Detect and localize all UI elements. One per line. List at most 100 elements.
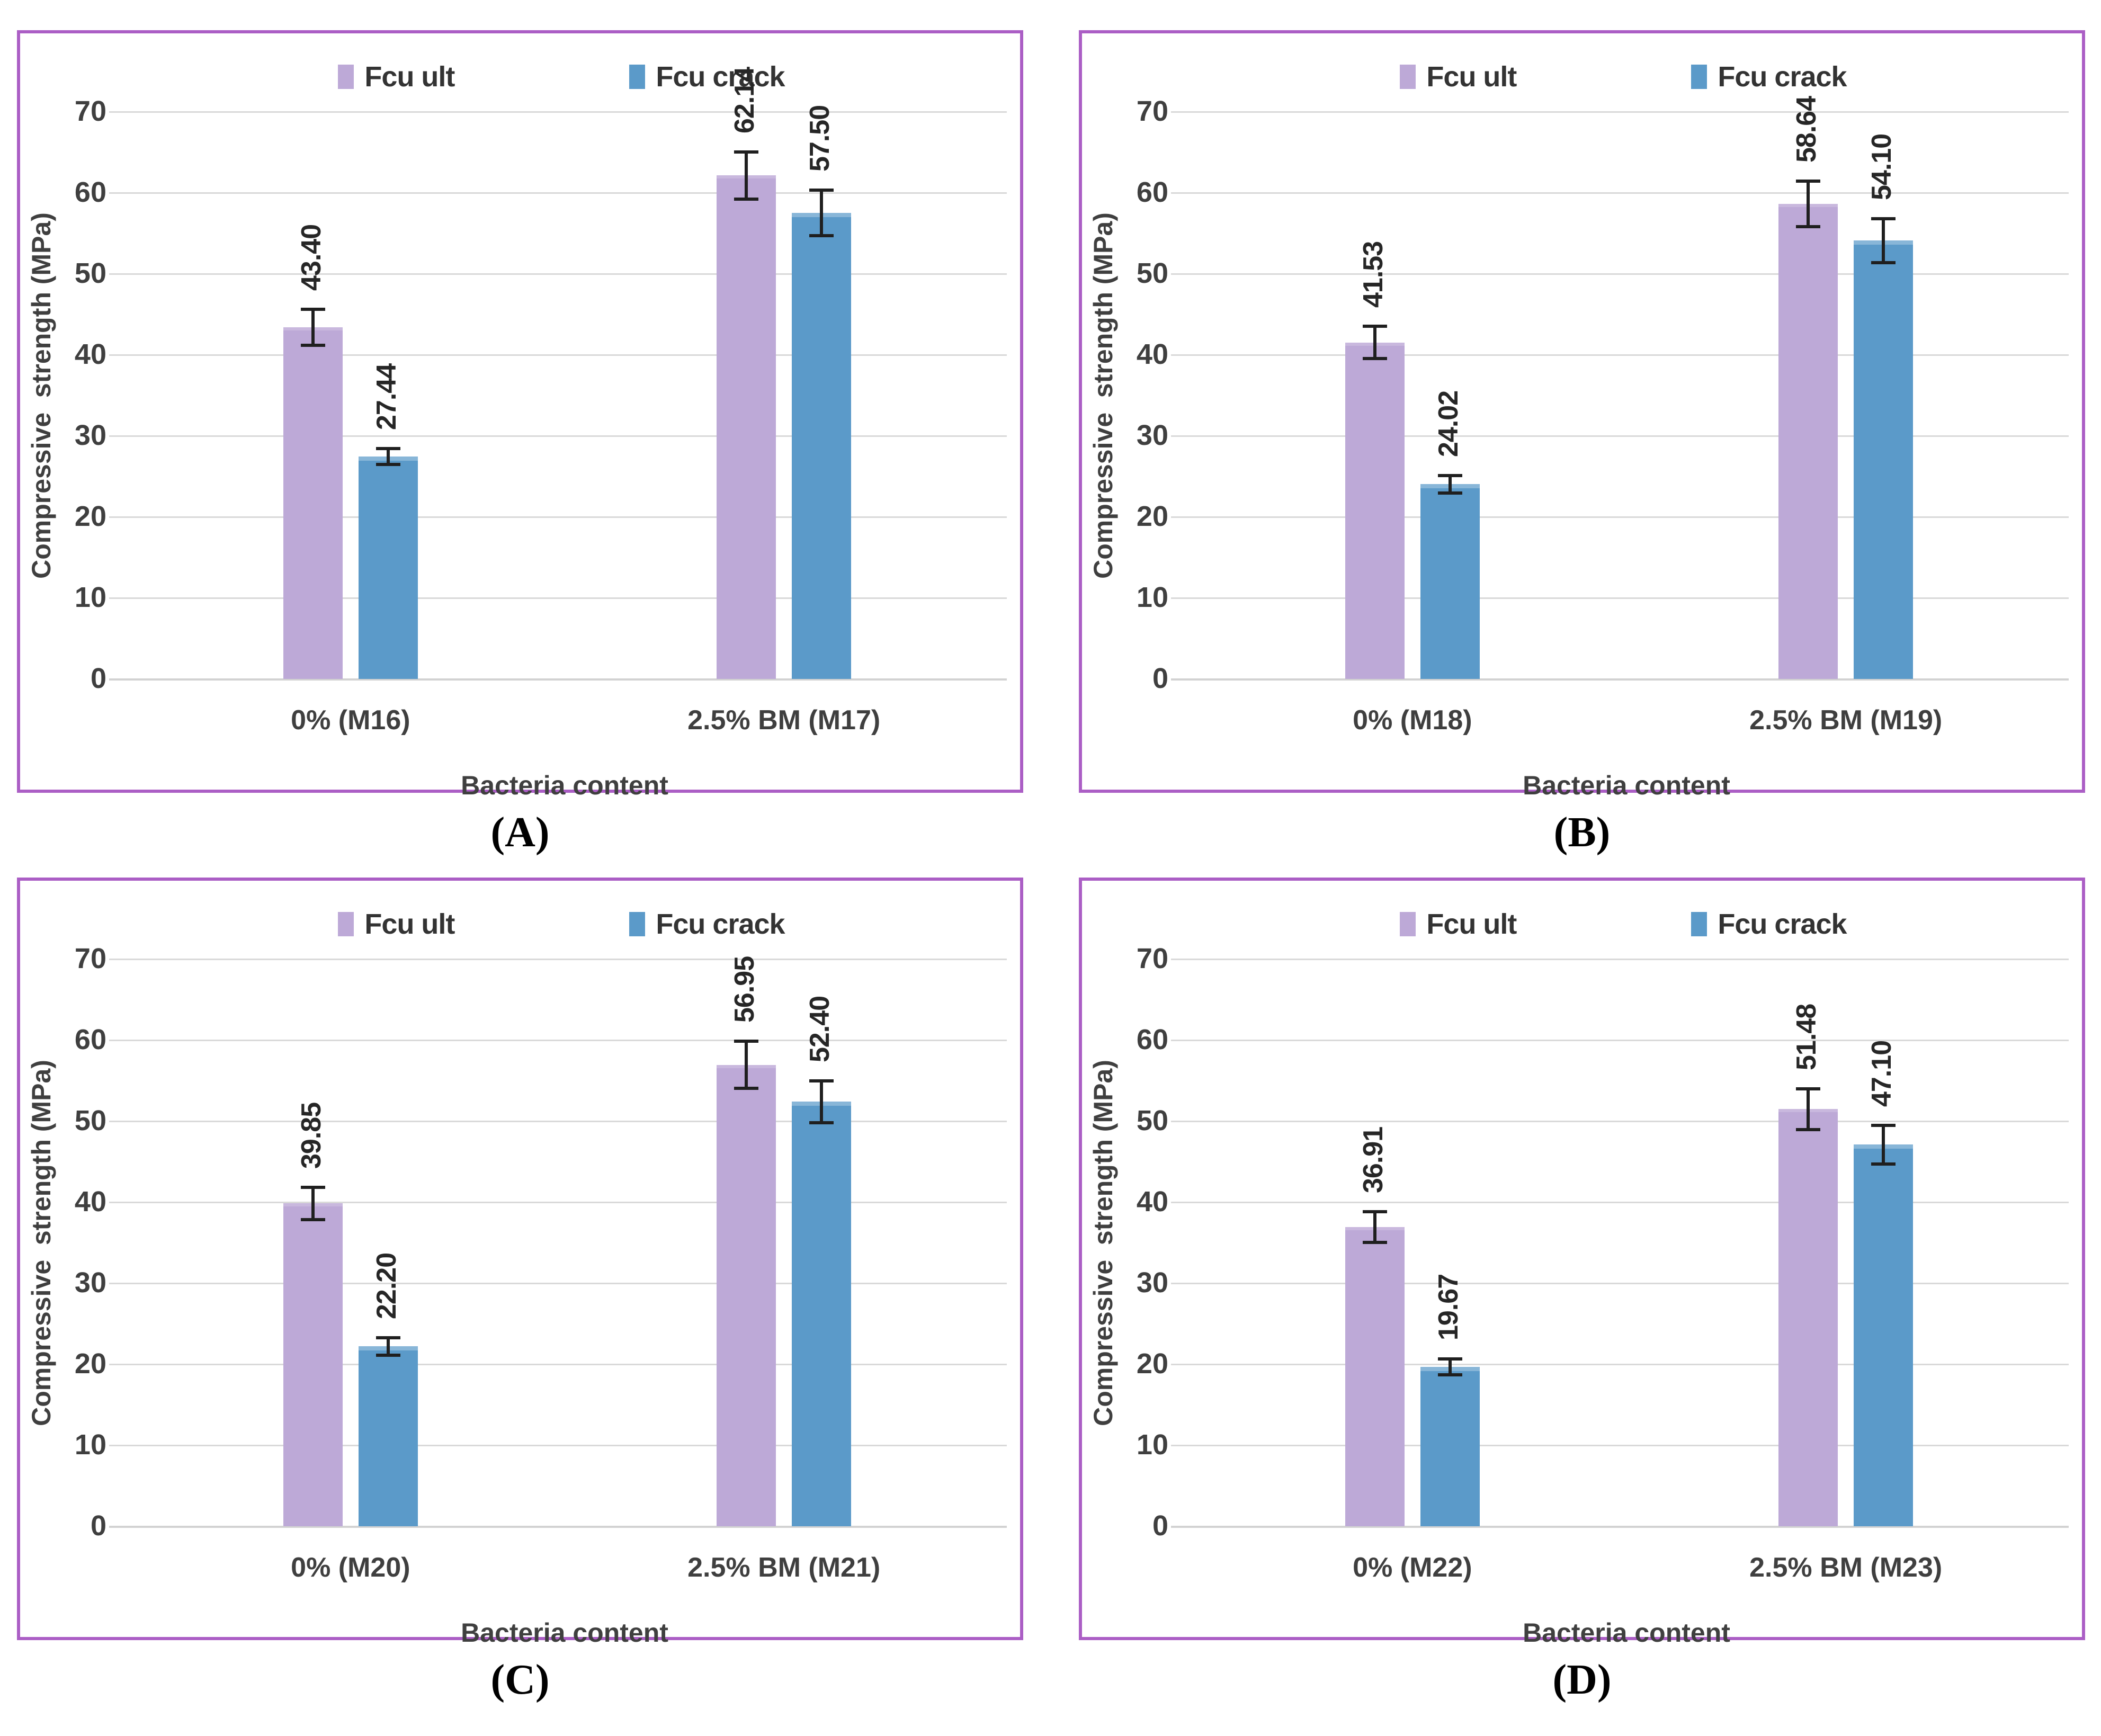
legend-item: Fcu ult xyxy=(1400,908,1517,941)
legend-label: Fcu ult xyxy=(364,61,455,93)
legend-swatch-fcu-ult-icon xyxy=(1400,65,1416,89)
error-bar xyxy=(1807,181,1810,227)
value-label: 27.44 xyxy=(371,363,402,430)
gridline xyxy=(1171,1202,2069,1203)
gridline xyxy=(1171,192,2069,194)
error-bar-bottom-cap xyxy=(300,1218,325,1221)
gridline xyxy=(109,1445,1007,1446)
error-bar-top-cap xyxy=(1437,473,1462,477)
gridline xyxy=(109,1364,1007,1365)
gridline xyxy=(109,192,1007,194)
error-bar xyxy=(386,448,390,465)
y-tick-label: 60 xyxy=(1136,1024,1168,1055)
bar-fcu-crack xyxy=(1420,484,1480,679)
y-tick-label: 10 xyxy=(1136,581,1168,613)
x-axis-line xyxy=(1171,1526,2069,1528)
value-label: 41.53 xyxy=(1357,241,1389,308)
error-bar-top-cap xyxy=(734,150,759,154)
error-bar xyxy=(386,1337,390,1356)
y-tick-label: 50 xyxy=(1136,1105,1168,1137)
error-bar-top-cap xyxy=(300,308,325,311)
legend-swatch-fcu-crack-icon xyxy=(1691,65,1707,89)
error-bar-bottom-cap xyxy=(300,343,325,347)
error-bar xyxy=(1882,218,1885,263)
value-label: 52.40 xyxy=(804,996,836,1062)
value-label: 58.64 xyxy=(1791,96,1822,163)
legend-label: Fcu ult xyxy=(1426,908,1517,940)
gridline xyxy=(109,1040,1007,1041)
y-tick-label: 60 xyxy=(74,176,106,208)
gridline xyxy=(109,1202,1007,1203)
value-label: 47.10 xyxy=(1866,1040,1898,1107)
legend-label: Fcu crack xyxy=(1718,61,1847,93)
x-tick-label: 2.5% BM (M19) xyxy=(1749,705,1943,736)
chart-panel: Fcu ult Fcu crack 0 10 20 30 40 50 60 70 Compressi… xyxy=(17,878,1023,1648)
bar-fcu-crack xyxy=(358,457,418,679)
y-tick-label: 70 xyxy=(74,943,106,974)
y-tick-label: 30 xyxy=(74,1267,106,1299)
y-tick-label: 70 xyxy=(74,95,106,127)
legend: Fcu ult Fcu crack xyxy=(1181,907,2066,941)
y-tick-label: 0 xyxy=(90,1510,106,1542)
bar-fcu-crack xyxy=(358,1346,418,1526)
x-axis-title: Bacteria content xyxy=(461,771,668,800)
y-tick-label: 50 xyxy=(74,257,106,289)
legend: Fcu ult Fcu crack xyxy=(119,60,1004,94)
error-bar-bottom-cap xyxy=(1437,1373,1462,1377)
legend-item: Fcu crack xyxy=(1691,908,1847,941)
bar-fcu-crack xyxy=(792,1102,852,1526)
gridline xyxy=(1171,1121,2069,1122)
bar-fcu-ult xyxy=(283,1203,343,1526)
error-bar xyxy=(820,190,824,236)
error-bar-bottom-cap xyxy=(1437,491,1462,495)
bar-fcu-crack xyxy=(792,213,852,679)
x-axis-title: Bacteria content xyxy=(461,1618,668,1648)
chart-cell-A: Fcu ult Fcu crack 0 10 20 30 40 50 60 70 Compressi… xyxy=(17,30,1023,872)
error-bar-bottom-cap xyxy=(376,463,400,467)
error-bar xyxy=(1448,475,1452,494)
legend-swatch-fcu-ult-icon xyxy=(1400,912,1416,936)
legend-item: Fcu crack xyxy=(1691,60,1847,93)
error-bar-top-cap xyxy=(1437,1357,1462,1361)
y-tick-label: 40 xyxy=(1136,338,1168,370)
error-bar xyxy=(311,1187,315,1220)
x-tick-label: 0% (M16) xyxy=(291,705,410,736)
value-label: 19.67 xyxy=(1433,1274,1464,1340)
x-axis-line xyxy=(109,678,1007,681)
y-tick-label: 60 xyxy=(1136,176,1168,208)
error-bar-top-cap xyxy=(809,189,834,192)
legend-label: Fcu ult xyxy=(1426,61,1517,93)
y-tick-label: 10 xyxy=(74,581,106,613)
legend-label: Fcu crack xyxy=(656,908,785,940)
gridline xyxy=(1171,1040,2069,1041)
bar-fcu-crack xyxy=(1854,1144,1914,1526)
error-bar-bottom-cap xyxy=(734,197,759,201)
error-bar xyxy=(745,151,748,199)
value-label: 39.85 xyxy=(296,1102,327,1169)
bar-fcu-ult xyxy=(1345,1227,1405,1526)
y-axis-title: Compressive strength (MPa) xyxy=(26,212,56,579)
y-tick-label: 20 xyxy=(1136,500,1168,532)
gridline xyxy=(109,354,1007,356)
gridline xyxy=(1171,597,2069,599)
y-tick-label: 20 xyxy=(1136,1348,1168,1380)
error-bar-bottom-cap xyxy=(1362,357,1387,361)
chart-panel: Fcu ult Fcu crack 0 10 20 30 40 50 60 70 Compressi… xyxy=(17,30,1023,800)
gridline xyxy=(109,516,1007,518)
y-tick-label: 30 xyxy=(1136,419,1168,451)
gridline xyxy=(109,273,1007,275)
gridline xyxy=(109,1121,1007,1122)
y-tick-label: 0 xyxy=(90,663,106,694)
y-tick-label: 70 xyxy=(1136,95,1168,127)
y-tick-label: 40 xyxy=(74,1186,106,1218)
gridline xyxy=(1171,111,2069,113)
gridline xyxy=(1171,1364,2069,1365)
error-bar-bottom-cap xyxy=(809,234,834,238)
gridline xyxy=(1171,516,2069,518)
error-bar xyxy=(1373,1212,1376,1243)
error-bar-top-cap xyxy=(376,446,400,450)
legend-item: Fcu crack xyxy=(629,60,785,93)
x-tick-label: 2.5% BM (M23) xyxy=(1749,1552,1943,1583)
x-axis-line xyxy=(1171,678,2069,681)
value-label: 57.50 xyxy=(804,105,836,172)
